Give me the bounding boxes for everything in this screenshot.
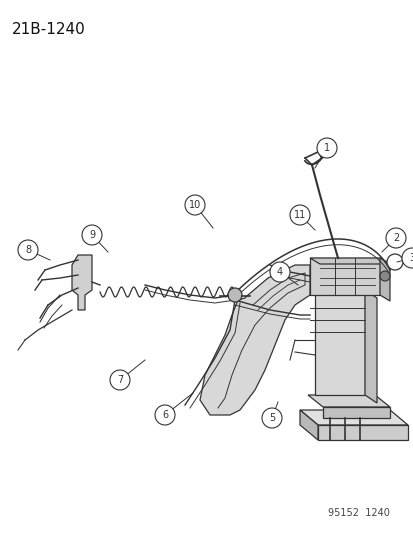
Text: 5: 5 xyxy=(268,413,275,423)
Circle shape xyxy=(379,271,389,281)
Text: 9: 9 xyxy=(89,230,95,240)
Polygon shape xyxy=(379,258,389,301)
Circle shape xyxy=(269,262,289,282)
Text: 6: 6 xyxy=(161,410,168,420)
Polygon shape xyxy=(299,410,317,440)
Polygon shape xyxy=(199,265,309,415)
Polygon shape xyxy=(307,395,389,407)
Circle shape xyxy=(185,195,204,215)
Text: 7: 7 xyxy=(116,375,123,385)
Polygon shape xyxy=(364,290,376,403)
Text: 10: 10 xyxy=(188,200,201,210)
Polygon shape xyxy=(299,410,407,425)
Circle shape xyxy=(289,205,309,225)
FancyBboxPatch shape xyxy=(314,290,364,395)
Circle shape xyxy=(385,228,405,248)
Polygon shape xyxy=(72,255,92,310)
Circle shape xyxy=(401,248,413,268)
Polygon shape xyxy=(322,407,389,418)
Text: 3: 3 xyxy=(408,253,413,263)
Text: 4: 4 xyxy=(276,267,282,277)
Circle shape xyxy=(386,254,402,270)
Circle shape xyxy=(18,240,38,260)
Circle shape xyxy=(316,138,336,158)
FancyBboxPatch shape xyxy=(309,258,379,295)
Text: 95152  1240: 95152 1240 xyxy=(328,508,389,518)
Text: 8: 8 xyxy=(25,245,31,255)
Circle shape xyxy=(228,288,242,302)
Text: 2: 2 xyxy=(392,233,398,243)
Polygon shape xyxy=(317,425,407,440)
Polygon shape xyxy=(309,258,389,264)
Text: 11: 11 xyxy=(293,210,305,220)
Text: 21B-1240: 21B-1240 xyxy=(12,22,85,37)
Text: 1: 1 xyxy=(323,143,329,153)
Circle shape xyxy=(154,405,175,425)
Circle shape xyxy=(261,408,281,428)
Circle shape xyxy=(110,370,130,390)
Circle shape xyxy=(82,225,102,245)
